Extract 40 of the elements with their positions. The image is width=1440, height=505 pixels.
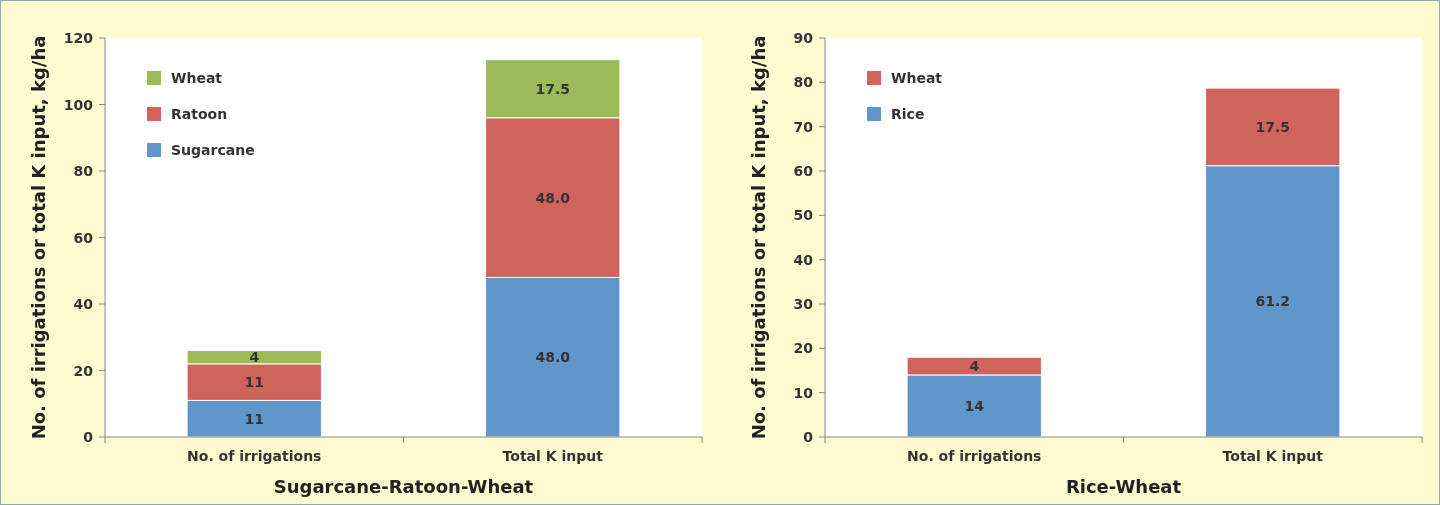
legend-label: Rice bbox=[891, 106, 925, 122]
y-tick-label: 90 bbox=[793, 30, 814, 46]
data-label: 11 bbox=[244, 410, 264, 427]
data-label: 4 bbox=[249, 349, 260, 366]
legend-label: Wheat bbox=[891, 70, 943, 86]
y-tick-label: 50 bbox=[793, 207, 814, 224]
y-tick-label: 20 bbox=[73, 362, 94, 379]
y-tick-label: 20 bbox=[793, 340, 814, 357]
data-label: 17.5 bbox=[1255, 118, 1291, 135]
y-tick-label: 40 bbox=[73, 296, 94, 312]
y-tick-label: 40 bbox=[793, 251, 814, 268]
data-label: 48.0 bbox=[535, 349, 571, 366]
y-tick-label: 60 bbox=[793, 163, 814, 179]
x-tick-label: Total K input bbox=[502, 448, 604, 464]
y-tick-label: 30 bbox=[793, 296, 814, 312]
data-label: 17.5 bbox=[535, 80, 571, 97]
x-tick-label: No. of irrigations bbox=[907, 448, 1042, 464]
y-axis-title: No. of irrigations or total K input, kg/ha bbox=[28, 35, 49, 440]
data-label: 14 bbox=[964, 397, 985, 414]
data-label: 61.2 bbox=[1255, 293, 1291, 310]
data-label: 48.0 bbox=[535, 189, 571, 206]
y-tick-label: 10 bbox=[793, 384, 814, 401]
data-label: 4 bbox=[969, 358, 980, 375]
y-tick-label: 60 bbox=[73, 229, 94, 246]
y-tick-label: 70 bbox=[793, 118, 814, 135]
x-axis-title: Rice-Wheat bbox=[1065, 476, 1182, 497]
y-tick-label: 100 bbox=[63, 96, 94, 113]
y-tick-label: 80 bbox=[73, 163, 94, 179]
legend-label: Sugarcane bbox=[171, 142, 255, 158]
y-tick-label: 120 bbox=[63, 30, 94, 46]
x-axis-title: Sugarcane-Ratoon-Wheat bbox=[273, 476, 534, 497]
y-tick-label: 0 bbox=[83, 429, 94, 445]
legend-label: Ratoon bbox=[171, 106, 228, 122]
y-tick-label: 0 bbox=[803, 429, 814, 445]
data-label: 11 bbox=[244, 374, 264, 391]
x-tick-label: No. of irrigations bbox=[187, 448, 322, 464]
legend-label: Wheat bbox=[171, 70, 223, 86]
y-tick-label: 80 bbox=[793, 74, 814, 91]
y-axis-title: No. of irrigations or total K input, kg/ha bbox=[748, 35, 769, 440]
x-tick-label: Total K input bbox=[1222, 448, 1324, 464]
